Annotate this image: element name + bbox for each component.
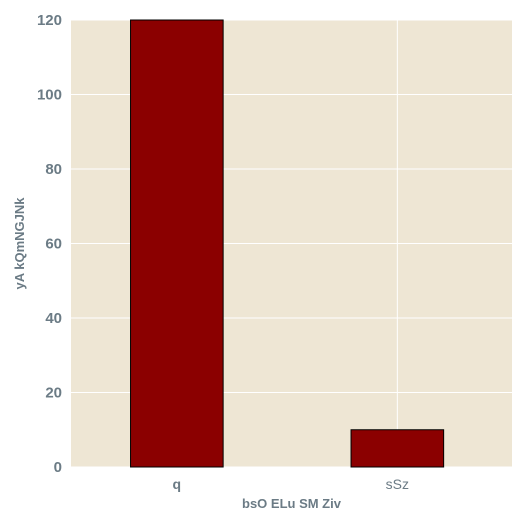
x-tick-label: sSz	[386, 476, 409, 492]
y-tick-label: 100	[37, 87, 62, 104]
y-tick-label: 80	[45, 161, 62, 178]
y-tick-label: 120	[37, 12, 62, 29]
y-tick-labels: 0 20 40 60 80 100 120	[37, 12, 62, 476]
y-tick-label: 40	[45, 310, 62, 327]
bar-sSz	[350, 429, 445, 468]
y-axis-title: yA kQmNGJNk	[12, 197, 27, 290]
y-tick-label: 0	[54, 459, 62, 476]
x-tick-labels: q sSz	[173, 476, 409, 492]
x-axis-title: bsO ELu SM Ziv	[242, 496, 342, 511]
bar-q	[130, 19, 224, 468]
bars	[130, 19, 445, 468]
y-tick-label: 60	[45, 236, 62, 253]
y-tick-label: 20	[45, 385, 62, 402]
x-tick-label: q	[173, 476, 182, 492]
